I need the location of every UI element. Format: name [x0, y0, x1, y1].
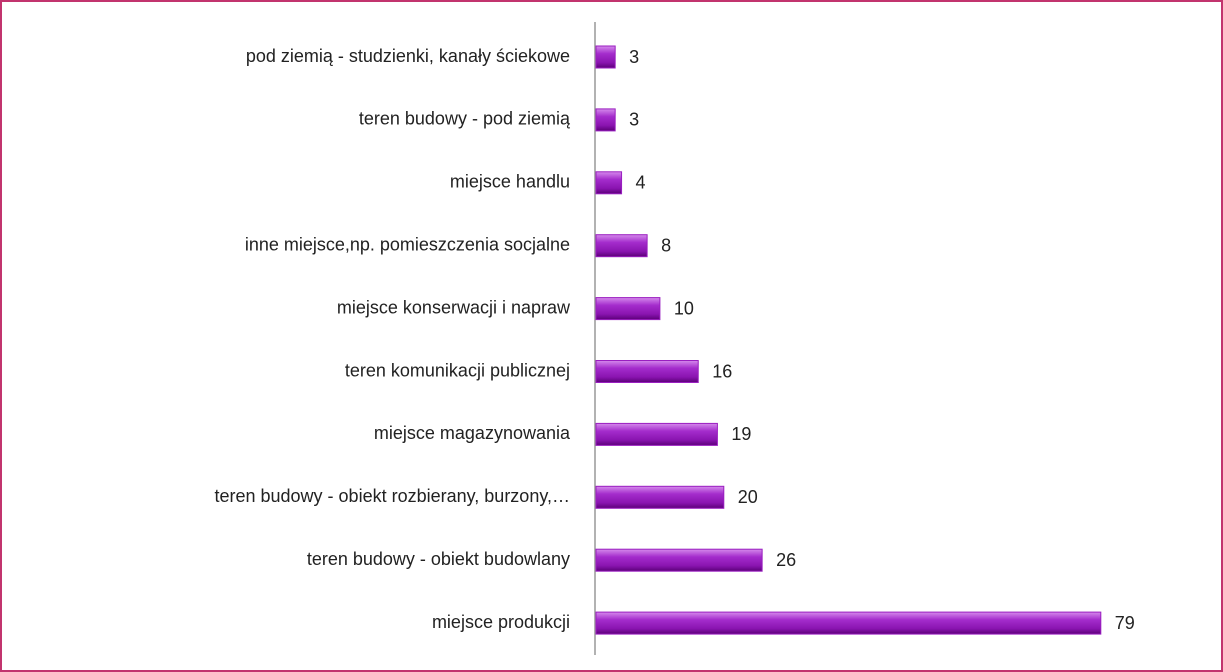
- data-label: 26: [776, 550, 796, 570]
- bar: [595, 422, 718, 446]
- data-label: 4: [636, 173, 646, 193]
- bar: [595, 108, 616, 132]
- category-label: teren budowy - obiekt rozbierany, burzon…: [214, 486, 570, 506]
- data-label: 79: [1115, 613, 1135, 633]
- category-label: miejsce konserwacji i napraw: [337, 297, 571, 317]
- bar: [595, 485, 725, 509]
- bar: [595, 360, 699, 383]
- category-label: miejsce magazynowania: [374, 423, 571, 443]
- data-label: 3: [629, 47, 639, 67]
- category-label: miejsce handlu: [450, 172, 570, 192]
- data-label: 16: [712, 361, 732, 381]
- bar: [595, 297, 661, 321]
- bar: [595, 234, 648, 258]
- bar: [595, 45, 616, 69]
- data-label: 19: [731, 424, 751, 444]
- data-label: 20: [738, 487, 758, 507]
- data-label: 3: [629, 110, 639, 130]
- category-label: inne miejsce,np. pomieszczenia socjalne: [245, 234, 570, 254]
- category-label: pod ziemią - studzienki, kanały ściekowe: [246, 46, 570, 66]
- bar: [595, 548, 763, 572]
- category-label: teren komunikacji publicznej: [345, 360, 570, 380]
- category-label: miejsce produkcji: [432, 612, 570, 632]
- data-label: 10: [674, 298, 694, 318]
- category-label: teren budowy - pod ziemią: [359, 109, 571, 129]
- bar: [595, 611, 1102, 635]
- bar: [595, 171, 623, 195]
- category-label: teren budowy - obiekt budowlany: [307, 549, 570, 569]
- data-label: 8: [661, 235, 671, 255]
